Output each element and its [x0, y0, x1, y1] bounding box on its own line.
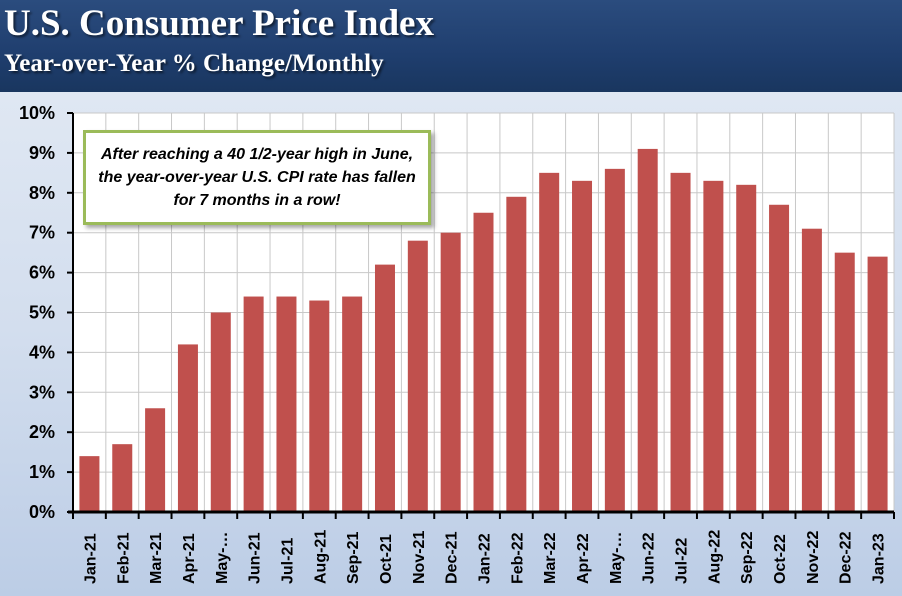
x-tick-label: Feb-21	[115, 532, 132, 584]
bar	[604, 168, 625, 513]
bar	[637, 148, 658, 512]
y-tick-label: 7%	[29, 223, 55, 243]
bar	[572, 180, 593, 512]
x-tick-label: Aug-22	[706, 530, 723, 584]
x-tick-label: Jun-21	[247, 532, 264, 584]
bar	[276, 296, 297, 512]
x-tick-label: Jun-22	[641, 532, 658, 584]
bar	[736, 184, 757, 512]
bar	[670, 172, 691, 512]
bar	[440, 232, 461, 512]
y-tick-label: 2%	[29, 422, 55, 442]
chart-subtitle: Year-over-Year % Change/Monthly	[4, 50, 384, 77]
x-tick-label: Apr-21	[181, 533, 198, 584]
bar	[801, 228, 822, 512]
bar	[769, 204, 790, 512]
y-tick-label: 9%	[29, 143, 55, 163]
bar	[309, 300, 330, 512]
x-tick-label: Nov-22	[805, 531, 822, 584]
bar	[342, 296, 363, 512]
bar	[177, 344, 198, 512]
bar	[506, 196, 527, 513]
bar	[473, 212, 494, 512]
x-tick-label: Jan-23	[871, 533, 888, 584]
x-tick-label: May-…	[214, 532, 231, 584]
bar	[407, 240, 428, 512]
x-tick-label: May-…	[608, 532, 625, 584]
x-tick-label: Dec-22	[838, 531, 855, 584]
y-tick-label: 3%	[29, 382, 55, 402]
chart-title: U.S. Consumer Price Index	[4, 3, 434, 44]
bar	[834, 252, 855, 512]
x-tick-label: Sep-21	[345, 531, 362, 584]
x-tick-label: Oct-22	[772, 534, 789, 584]
bar	[539, 172, 560, 512]
bars	[79, 148, 888, 513]
x-tick-label: Dec-21	[444, 531, 461, 584]
x-tick-label: Jul-21	[279, 538, 296, 584]
x-tick-label: Sep-22	[739, 531, 756, 584]
bar	[867, 256, 888, 512]
bar	[703, 180, 724, 512]
x-tick-label: Jan-22	[477, 533, 494, 584]
y-tick-label: 8%	[29, 183, 55, 203]
x-axis-labels: Jan-21 Feb-21 Mar-21 Apr-21 May-… Jun-21 Jul-2…	[82, 530, 887, 584]
bar	[112, 444, 133, 512]
bar	[243, 296, 264, 512]
bar	[145, 408, 166, 512]
x-tick-label: Apr-22	[575, 533, 592, 584]
x-tick-label: Jan-21	[82, 533, 99, 584]
x-tick-label: Oct-21	[378, 534, 395, 584]
bar	[210, 312, 231, 512]
y-tick-label: 5%	[29, 303, 55, 323]
y-tick-label: 10%	[19, 103, 55, 123]
annotation-callout: After reaching a 40 1/2-year high in Jun…	[83, 130, 431, 225]
y-tick-label: 0%	[29, 502, 55, 522]
header-banner: U.S. Consumer Price Index Year-over-Year…	[0, 0, 902, 92]
x-tick-label: Mar-22	[542, 532, 559, 584]
x-tick-label: Mar-21	[148, 532, 165, 584]
x-tick-label: Aug-21	[312, 530, 329, 584]
y-tick-label: 4%	[29, 342, 55, 362]
x-tick-label: Jul-22	[674, 538, 691, 584]
x-tick-label: Feb-22	[509, 532, 526, 584]
y-axis-labels: 0% 1% 2% 3% 4% 5% 6% 7% 8% 9% 10%	[19, 103, 55, 522]
y-tick-label: 6%	[29, 263, 55, 283]
axes	[67, 112, 895, 519]
bar	[374, 264, 395, 512]
bar	[79, 456, 100, 512]
x-tick-label: Nov-21	[411, 531, 428, 584]
y-tick-label: 1%	[29, 462, 55, 482]
